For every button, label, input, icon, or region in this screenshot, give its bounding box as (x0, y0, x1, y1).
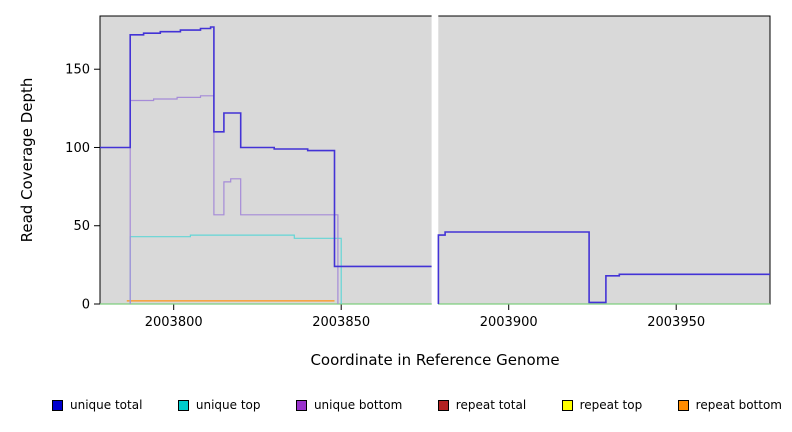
legend-item-repeat-total: repeat total (437, 398, 527, 412)
series-line-unique-top (129, 234, 342, 304)
legend-item-repeat-top: repeat top (561, 398, 643, 412)
legend-swatch-icon (177, 399, 189, 411)
x-tick-label: 2003850 (312, 315, 370, 330)
y-tick-label: 150 (65, 63, 90, 78)
y-tick-label: 100 (65, 141, 90, 156)
x-axis-title: Coordinate in Reference Genome (310, 351, 560, 369)
x-tick-label: 2003950 (647, 315, 705, 330)
legend-item-unique-top: unique top (177, 398, 261, 412)
legend-label: repeat total (455, 398, 527, 412)
legend-swatch-icon (437, 399, 449, 411)
legend-label: unique top (195, 398, 261, 412)
legend-label: repeat bottom (695, 398, 782, 412)
legend-swatch-icon (52, 399, 63, 411)
x-tick-label: 2003900 (480, 315, 538, 330)
legend-item-repeat-bottom: repeat bottom (677, 398, 782, 412)
coverage-plot: 0 50 100 150 2003800 2003850 2003900 2003950 (65, 15, 771, 330)
legend-item-unique-bottom: unique bottom (295, 398, 403, 412)
series-line-unique-bottom (129, 95, 339, 304)
legend: unique total unique top unique bottom repea… (52, 398, 782, 412)
legend-label: unique total (70, 398, 143, 412)
y-axis-title: Read Coverage Depth (18, 77, 36, 243)
legend-swatch-icon (295, 399, 307, 411)
y-tick-label: 0 (82, 298, 90, 313)
legend-swatch-icon (677, 399, 689, 411)
x-tick-label: 2003800 (145, 315, 203, 330)
legend-swatch-icon (561, 399, 573, 411)
legend-item-unique-total: unique total (52, 398, 142, 412)
series-line-unique-total (100, 26, 770, 304)
legend-label: repeat top (579, 398, 643, 412)
y-tick-label: 50 (73, 219, 90, 234)
legend-label: unique bottom (313, 398, 403, 412)
coverage-gap-band (431, 15, 439, 305)
